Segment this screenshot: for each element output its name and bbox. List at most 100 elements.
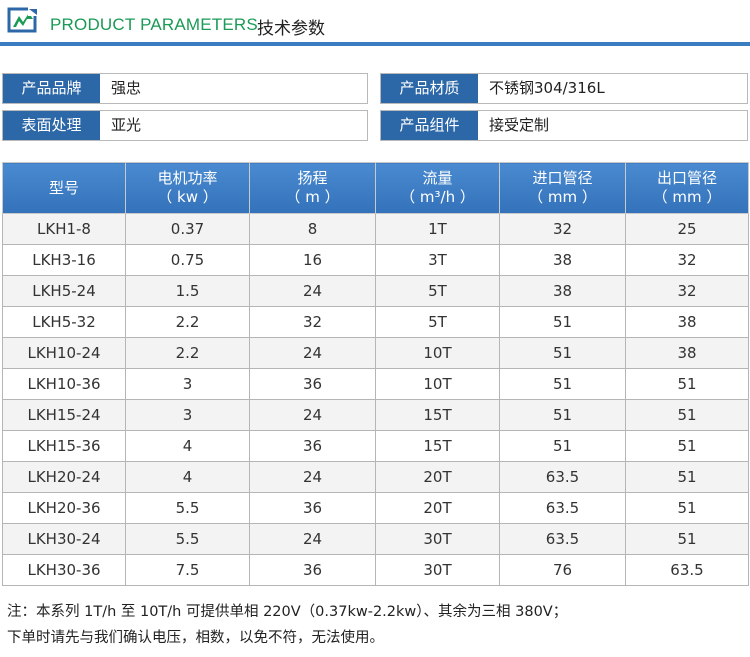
table-cell: 36: [249, 492, 376, 524]
table-cell: 63.5: [499, 461, 626, 493]
attribute-value: 强忠: [111, 79, 142, 97]
header-model: 型号: [2, 162, 126, 214]
table-cell: 5T: [375, 275, 500, 307]
table-cell: 3: [125, 399, 250, 431]
table-cell: LKH10-36: [2, 368, 126, 400]
footnote: 注：本系列 1T/h 至 10T/h 可提供单相 220V（0.37kw-2.2…: [7, 599, 747, 651]
table-cell: 25: [625, 213, 749, 245]
attribute-value: 接受定制: [489, 116, 550, 134]
attribute-label: 产品材质: [381, 74, 478, 103]
table-cell: 10T: [375, 368, 500, 400]
table-cell: 38: [625, 337, 749, 369]
table-cell: 63.5: [625, 554, 749, 586]
table-cell: 24: [249, 523, 376, 555]
table-cell: LKH10-24: [2, 337, 126, 369]
table-cell: 51: [625, 430, 749, 462]
attribute-brand: 产品品牌 强忠: [2, 73, 368, 104]
attribute-label: 产品组件: [381, 111, 478, 140]
table-cell: 38: [625, 306, 749, 338]
table-cell: 15T: [375, 430, 500, 462]
header-head: 扬程（ m ）: [249, 162, 376, 214]
table-row: LKH3-16 0.75 16 3T 38 32: [2, 244, 749, 276]
attribute-material: 产品材质 不锈钢304/316L: [380, 73, 748, 104]
table-cell: 0.75: [125, 244, 250, 276]
table-cell: 30T: [375, 554, 500, 586]
table-cell: 2.2: [125, 337, 250, 369]
header-unit: （ m ）: [285, 188, 340, 206]
table-cell: 51: [625, 492, 749, 524]
table-cell: 1T: [375, 213, 500, 245]
table-cell: 1.5: [125, 275, 250, 307]
table-cell: 63.5: [499, 492, 626, 524]
table-cell: 76: [499, 554, 626, 586]
attribute-label: 表面处理: [3, 111, 100, 140]
table-cell: 51: [499, 399, 626, 431]
table-cell: 24: [249, 399, 376, 431]
table-cell: 16: [249, 244, 376, 276]
table-cell: 4: [125, 461, 250, 493]
page-title-english: PRODUCT PARAMETERS: [50, 15, 258, 34]
table-cell: 51: [499, 306, 626, 338]
table-cell: 24: [249, 337, 376, 369]
table-cell: LKH5-32: [2, 306, 126, 338]
header-label: 进口管径: [532, 169, 593, 187]
table-row: LKH30-36 7.5 36 30T 76 63.5: [2, 554, 749, 586]
table-cell: 5.5: [125, 492, 250, 524]
table-body: LKH1-8 0.37 8 1T 32 25 LKH3-16 0.75 16 3T 38 32 LKH5…: [2, 213, 749, 586]
table-cell: 10T: [375, 337, 500, 369]
table-cell: LKH20-36: [2, 492, 126, 524]
table-cell: LKH1-8: [2, 213, 126, 245]
table-cell: 51: [499, 337, 626, 369]
table-cell: 36: [249, 430, 376, 462]
table-cell: 7.5: [125, 554, 250, 586]
table-cell: 2.2: [125, 306, 250, 338]
table-row: LKH15-24 3 24 15T 51 51: [2, 399, 749, 431]
table-cell: 51: [625, 399, 749, 431]
table-cell: LKH30-36: [2, 554, 126, 586]
table-row: LKH20-36 5.5 36 20T 63.5 51: [2, 492, 749, 524]
table-cell: LKH3-16: [2, 244, 126, 276]
header-label: 扬程: [297, 169, 328, 187]
header-label: 电机功率: [157, 169, 218, 187]
table-cell: 32: [499, 213, 626, 245]
table-cell: 20T: [375, 461, 500, 493]
header-unit: （ kw ）: [157, 188, 218, 206]
table-row: LKH10-36 3 36 10T 51 51: [2, 368, 749, 400]
brand-logo-icon: [7, 7, 39, 33]
table-cell: 63.5: [499, 523, 626, 555]
table-cell: LKH5-24: [2, 275, 126, 307]
table-row: LKH5-24 1.5 24 5T 38 32: [2, 275, 749, 307]
table-cell: 24: [249, 461, 376, 493]
table-cell: 51: [625, 523, 749, 555]
header-unit: （ m³/h ）: [400, 188, 475, 206]
table-header-row: 型号 电机功率（ kw ） 扬程（ m ） 流量（ m³/h ） 进口管径（ m…: [2, 162, 749, 214]
page-title-chinese: 技术参数: [257, 19, 325, 39]
page-header: PRODUCT PARAMETERS 技术参数: [0, 0, 750, 48]
table-cell: 51: [499, 368, 626, 400]
table-cell: 36: [249, 554, 376, 586]
table-cell: 51: [625, 461, 749, 493]
header-label: 型号: [48, 178, 79, 197]
table-cell: 15T: [375, 399, 500, 431]
table-row: LKH10-24 2.2 24 10T 51 38: [2, 337, 749, 369]
table-cell: 5.5: [125, 523, 250, 555]
table-cell: 20T: [375, 492, 500, 524]
table-cell: 38: [499, 244, 626, 276]
table-row: LKH20-24 4 24 20T 63.5 51: [2, 461, 749, 493]
table-cell: 8: [249, 213, 376, 245]
header-label: 出口管径: [656, 169, 717, 187]
attribute-surface: 表面处理 亚光: [2, 110, 368, 141]
attribute-value: 亚光: [111, 116, 142, 134]
table-cell: 0.37: [125, 213, 250, 245]
attribute-value: 不锈钢304/316L: [489, 79, 605, 97]
table-row: LKH30-24 5.5 24 30T 63.5 51: [2, 523, 749, 555]
header-unit: （ mm ）: [652, 188, 722, 206]
attribute-components: 产品组件 接受定制: [380, 110, 748, 141]
table-cell: 38: [499, 275, 626, 307]
table-cell: 32: [249, 306, 376, 338]
table-cell: LKH15-24: [2, 399, 126, 431]
table-cell: 24: [249, 275, 376, 307]
table-cell: 36: [249, 368, 376, 400]
parameter-table: 型号 电机功率（ kw ） 扬程（ m ） 流量（ m³/h ） 进口管径（ m…: [2, 162, 749, 586]
table-cell: LKH30-24: [2, 523, 126, 555]
